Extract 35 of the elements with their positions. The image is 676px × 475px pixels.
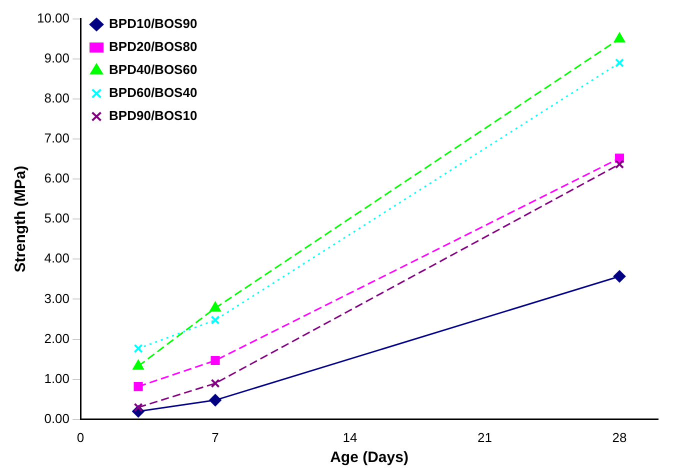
point — [210, 316, 220, 325]
x-tick-label: 28 — [612, 430, 627, 445]
y-tick-label: 6.00 — [44, 170, 70, 186]
point — [134, 344, 143, 354]
point — [614, 32, 625, 42]
y-tick-label: 5.00 — [44, 210, 70, 226]
point — [210, 302, 221, 312]
legend-label: BPD90/BOS10 — [109, 108, 198, 124]
legend-label: BPD40/BOS60 — [109, 62, 198, 78]
point — [132, 360, 144, 370]
y-tick-label: 0.00 — [44, 410, 70, 426]
y-axis-title: Strength (MPa) — [12, 166, 30, 272]
y-tick-label: 9.00 — [44, 50, 70, 66]
legend-label: BPD20/BOS80 — [109, 39, 198, 54]
x-tick-label: 7 — [212, 430, 219, 445]
point — [210, 356, 220, 366]
legend-label: BPD60/BOS40 — [109, 85, 198, 100]
point — [210, 378, 220, 388]
x-tick-label: 14 — [342, 430, 358, 445]
x-tick-label: 0 — [76, 430, 84, 445]
y-tick-label: 1.00 — [44, 370, 70, 386]
x-axis-title: Age (Days) — [330, 449, 408, 466]
point — [209, 394, 222, 406]
x-tick-label: 21 — [478, 430, 492, 445]
y-tick-label: 8.00 — [44, 90, 70, 106]
y-tick-label: 2.00 — [44, 330, 70, 346]
y-tick-label: 3.00 — [44, 290, 70, 306]
point — [614, 160, 624, 169]
y-tick-label: 7.00 — [44, 130, 70, 146]
legend-label: BPD10/BOS90 — [109, 16, 198, 32]
point — [614, 58, 624, 68]
point — [614, 270, 626, 282]
point — [134, 382, 143, 392]
y-tick-label: 4.00 — [44, 250, 70, 266]
y-tick-label: 10.00 — [36, 10, 70, 26]
